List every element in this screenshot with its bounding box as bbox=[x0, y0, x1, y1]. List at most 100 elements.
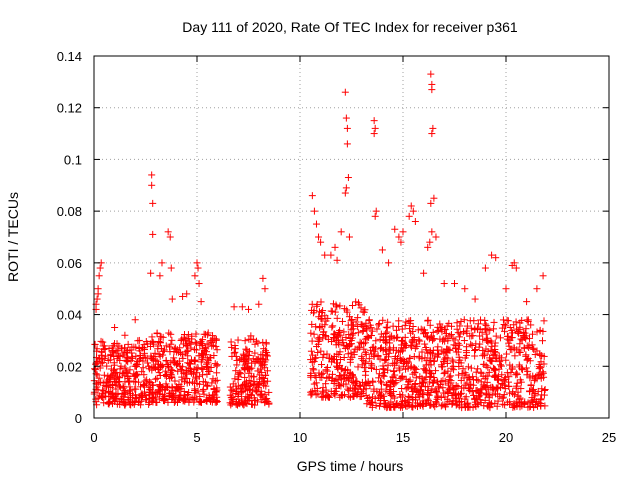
data-point bbox=[503, 316, 511, 324]
data-point bbox=[238, 303, 246, 311]
data-point bbox=[340, 371, 348, 379]
data-point bbox=[187, 367, 195, 375]
data-point bbox=[177, 365, 185, 373]
data-point bbox=[540, 317, 548, 325]
data-point bbox=[345, 330, 353, 338]
data-point bbox=[148, 171, 156, 179]
data-point bbox=[171, 377, 179, 385]
data-point bbox=[404, 392, 412, 400]
data-point bbox=[528, 341, 536, 349]
data-point bbox=[412, 340, 420, 348]
data-point bbox=[232, 398, 240, 406]
data-point bbox=[416, 337, 424, 345]
data-point bbox=[187, 340, 195, 348]
data-point bbox=[331, 243, 339, 251]
data-point bbox=[248, 400, 256, 408]
data-point bbox=[523, 298, 531, 306]
data-point bbox=[335, 351, 343, 359]
data-point bbox=[199, 371, 207, 379]
data-point bbox=[313, 300, 321, 308]
data-point bbox=[131, 385, 139, 393]
data-point bbox=[314, 349, 322, 357]
data-point bbox=[312, 354, 320, 362]
data-point bbox=[486, 356, 494, 364]
data-point bbox=[354, 329, 362, 337]
data-point bbox=[324, 393, 332, 401]
data-point bbox=[343, 124, 351, 132]
data-point bbox=[479, 352, 487, 360]
data-point bbox=[344, 385, 352, 393]
data-point bbox=[373, 325, 381, 333]
data-point bbox=[333, 256, 341, 264]
data-point bbox=[191, 272, 199, 280]
data-point bbox=[416, 373, 424, 381]
data-point bbox=[323, 350, 331, 358]
data-point bbox=[152, 375, 160, 383]
data-point bbox=[232, 367, 240, 375]
data-point bbox=[452, 401, 460, 409]
data-point bbox=[122, 399, 130, 407]
data-point bbox=[506, 400, 514, 408]
data-point bbox=[431, 386, 439, 394]
data-point bbox=[474, 324, 482, 332]
data-point bbox=[145, 362, 153, 370]
data-point bbox=[249, 355, 257, 363]
data-point bbox=[440, 349, 448, 357]
data-point bbox=[332, 301, 340, 309]
data-point bbox=[429, 346, 437, 354]
data-point bbox=[368, 327, 376, 335]
data-point bbox=[479, 335, 487, 343]
data-point bbox=[137, 401, 145, 409]
data-point bbox=[203, 397, 211, 405]
data-point bbox=[516, 363, 524, 371]
data-point bbox=[186, 360, 194, 368]
data-point bbox=[96, 264, 104, 272]
data-point bbox=[149, 199, 157, 207]
data-point bbox=[401, 357, 409, 365]
data-point bbox=[428, 228, 436, 236]
data-point bbox=[427, 70, 435, 78]
data-point bbox=[455, 394, 463, 402]
data-point bbox=[210, 386, 218, 394]
data-point bbox=[357, 382, 365, 390]
data-point bbox=[417, 325, 425, 333]
data-point bbox=[379, 371, 387, 379]
data-point bbox=[443, 400, 451, 408]
data-point bbox=[308, 390, 316, 398]
data-point bbox=[226, 383, 234, 391]
data-point bbox=[476, 332, 484, 340]
data-point bbox=[162, 357, 170, 365]
data-point bbox=[541, 386, 549, 394]
data-point bbox=[452, 391, 460, 399]
data-point bbox=[93, 295, 101, 303]
data-point bbox=[261, 285, 269, 293]
data-point bbox=[472, 368, 480, 376]
data-point bbox=[179, 292, 187, 300]
data-point bbox=[440, 280, 448, 288]
data-point bbox=[536, 326, 544, 334]
data-point bbox=[148, 355, 156, 363]
data-point bbox=[93, 345, 101, 353]
data-point bbox=[132, 352, 140, 360]
data-point bbox=[243, 365, 251, 373]
data-point bbox=[490, 318, 498, 326]
data-point bbox=[135, 378, 143, 386]
data-point bbox=[91, 340, 99, 348]
data-point bbox=[536, 350, 544, 358]
data-point bbox=[179, 354, 187, 362]
data-point bbox=[103, 362, 111, 370]
data-point bbox=[398, 400, 406, 408]
data-point bbox=[94, 290, 102, 298]
data-point bbox=[147, 354, 155, 362]
data-point bbox=[375, 320, 383, 328]
data-point bbox=[316, 322, 324, 330]
data-point bbox=[513, 369, 521, 377]
data-point bbox=[158, 391, 166, 399]
data-point bbox=[386, 346, 394, 354]
data-point bbox=[204, 359, 212, 367]
data-point bbox=[469, 332, 477, 340]
data-point bbox=[492, 254, 500, 262]
y-tick-labels: 0 0.02 0.04 0.06 0.08 0.1 0.12 0.14 bbox=[57, 49, 82, 426]
data-point bbox=[186, 378, 194, 386]
data-point bbox=[247, 335, 255, 343]
